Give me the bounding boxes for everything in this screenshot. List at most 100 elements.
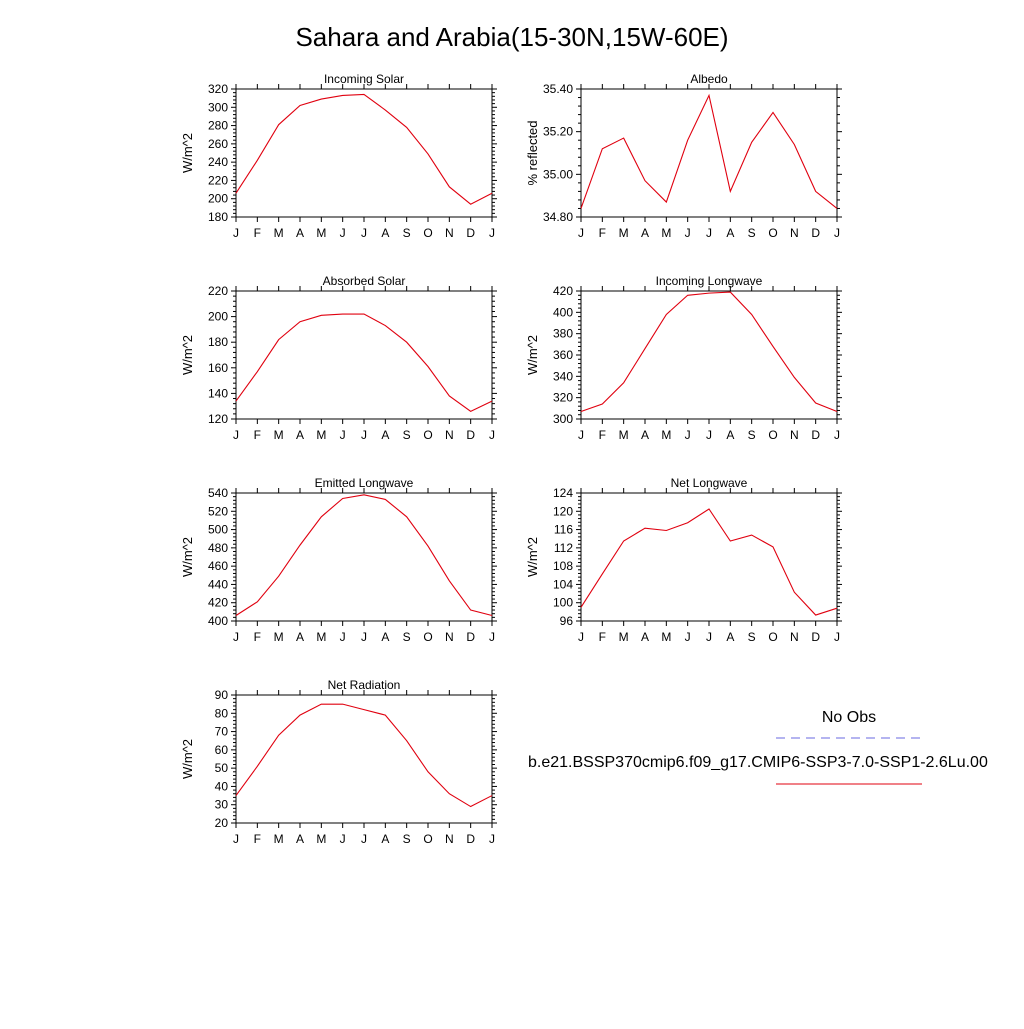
x-tick-label: D [811,428,820,442]
x-tick-label: J [706,226,712,240]
y-tick-label: 50 [215,761,229,775]
y-tick-label: 260 [208,137,228,151]
y-tick-label: 35.20 [543,125,573,139]
x-tick-label: N [445,832,454,846]
x-tick-label: A [641,226,649,240]
legend-model-label: b.e21.BSSP370cmip6.f09_g17.CMIP6-SSP3-7.… [528,754,988,771]
y-tick-label: 200 [208,310,228,324]
y-tick-label: 60 [215,743,229,757]
x-tick-label: S [403,226,411,240]
x-tick-label: M [661,428,671,442]
x-tick-label: D [811,630,820,644]
x-tick-label: F [599,630,606,644]
x-tick-label: M [274,428,284,442]
y-tick-label: 100 [553,596,573,610]
panels: Incoming Solar W/m^2 180 200 220 240 260 280 300… [180,72,842,846]
plot-frame [235,492,493,622]
x-tick-label: S [403,832,411,846]
x-tick-label: A [296,832,304,846]
y-tick-label: 90 [215,688,229,702]
x-tick-label: F [254,226,261,240]
x-tick-label: F [599,428,606,442]
x-tick-label: A [381,630,389,644]
x-tick-label: A [296,428,304,442]
x-tick-label: J [706,428,712,442]
y-tick-label: 140 [208,386,228,400]
x-tick-label: N [445,428,454,442]
y-tick-label: 360 [553,348,573,362]
x-tick-label: J [340,630,346,644]
y-tick-label: 300 [208,100,228,114]
x-tick-label: A [726,630,734,644]
panel-title: Albedo [690,72,728,86]
y-tick-label: 180 [208,210,228,224]
panel-title: Net Longwave [671,476,748,490]
y-tick-label: 112 [554,541,573,555]
x-tick-label: O [423,630,432,644]
x-tick-label: D [466,630,475,644]
y-tick-label: 440 [208,577,228,591]
y-tick-label: 180 [208,335,228,349]
y-tick-label: 108 [553,559,573,573]
x-tick-label: S [403,428,411,442]
figure-title: Sahara and Arabia(15-30N,15W-60E) [295,22,728,52]
y-tick-label: 340 [553,369,573,383]
x-tick-label: A [381,832,389,846]
x-tick-label: M [619,630,629,644]
x-tick-label: J [834,226,840,240]
y-tick-label: 280 [208,119,228,133]
x-tick-label: A [381,226,389,240]
panel-emitted-longwave: Emitted Longwave W/m^2 400 420 440 460 480 500 5… [180,476,497,644]
x-tick-label: O [423,428,432,442]
y-tick-label: 540 [208,486,228,500]
y-tick-label: 420 [553,284,573,298]
x-tick-label: M [316,428,326,442]
x-tick-label: A [641,630,649,644]
y-axis-label: W/m^2 [525,335,540,375]
x-tick-label: A [726,226,734,240]
x-tick-label: J [340,832,346,846]
x-tick-label: N [445,226,454,240]
x-tick-label: O [768,428,777,442]
y-tick-label: 320 [553,391,573,405]
x-tick-label: O [423,226,432,240]
series-line-albedo [580,93,838,209]
x-tick-label: S [748,630,756,644]
x-tick-label: M [274,832,284,846]
y-tick-label: 35.40 [543,82,573,96]
legend: No Obs b.e21.BSSP370cmip6.f09_g17.CMIP6-… [528,709,988,785]
y-axis-label: % reflected [525,120,540,185]
x-tick-label: M [316,832,326,846]
series-line-absorbed-solar [235,313,493,412]
y-axis-label: W/m^2 [525,537,540,577]
y-tick-label: 420 [208,596,228,610]
x-tick-label: F [254,428,261,442]
x-tick-label: J [489,226,495,240]
panel-incoming-solar: Incoming Solar W/m^2 180 200 220 240 260 280 300… [180,72,497,240]
plot-frame [235,290,493,420]
x-tick-label: J [685,428,691,442]
panel-title: Incoming Longwave [656,274,763,288]
x-tick-label: M [619,428,629,442]
x-tick-label: F [254,832,261,846]
y-tick-label: 400 [553,305,573,319]
series-line-emitted-longwave [235,494,493,617]
x-tick-label: J [685,226,691,240]
y-tick-label: 40 [215,779,229,793]
x-tick-label: M [274,226,284,240]
x-tick-label: J [685,630,691,644]
x-tick-label: J [361,428,367,442]
x-tick-label: M [316,226,326,240]
y-tick-label: 30 [215,798,229,812]
x-tick-label: F [254,630,261,644]
x-tick-label: D [466,428,475,442]
panel-incoming-longwave: Incoming Longwave W/m^2 300 320 340 360 380 400… [525,274,842,442]
panel-title: Net Radiation [328,678,401,692]
y-tick-label: 220 [208,173,228,187]
x-tick-label: D [466,832,475,846]
y-tick-label: 34.80 [543,210,573,224]
